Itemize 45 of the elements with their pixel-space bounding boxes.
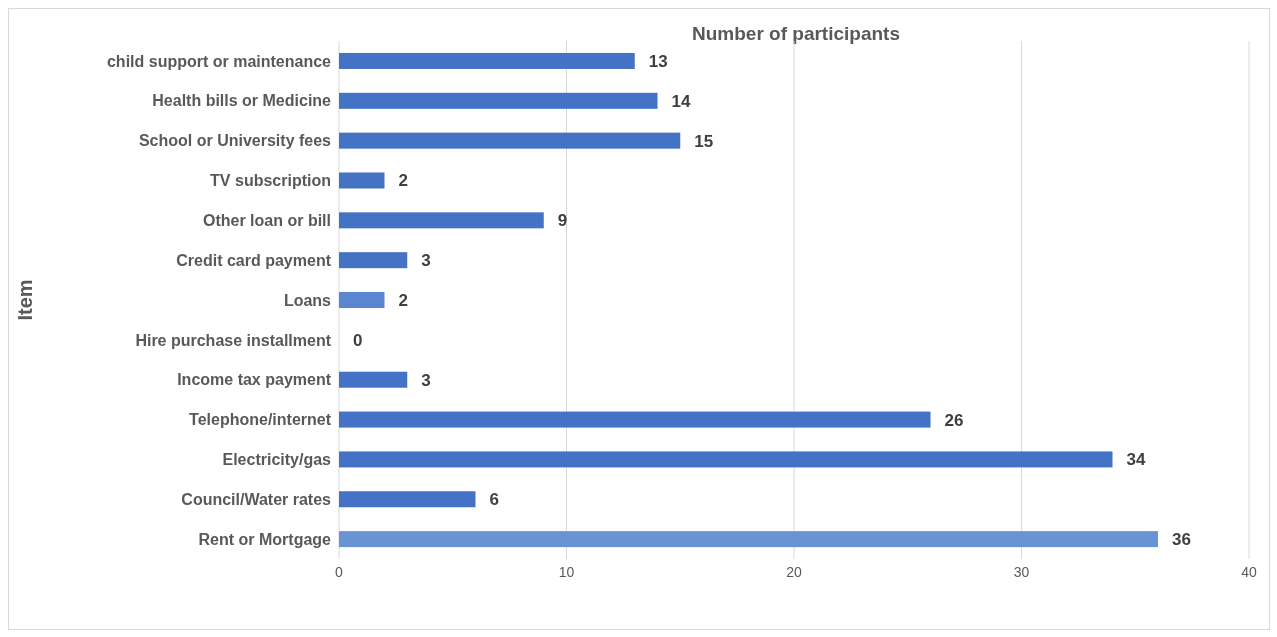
bar bbox=[339, 292, 385, 309]
y-tick-label: Other loan or bill bbox=[202, 211, 331, 229]
y-tick-label: Electricity/gas bbox=[222, 451, 332, 469]
y-tick-label: Telephone/internet bbox=[189, 411, 332, 429]
y-tick-label: Credit card payment bbox=[176, 251, 332, 269]
data-label: 3 bbox=[421, 251, 431, 271]
bar bbox=[339, 52, 635, 69]
y-tick-label: Hire purchase installment bbox=[135, 331, 332, 349]
y-tick-label: Health bills or Medicine bbox=[152, 92, 332, 110]
data-label: 36 bbox=[1172, 530, 1191, 550]
y-tick-label: child support or maintenance bbox=[106, 52, 332, 70]
data-label: 2 bbox=[398, 290, 408, 310]
x-axis-title: Number of participants bbox=[691, 23, 901, 45]
x-tick-label: 30 bbox=[1013, 563, 1030, 580]
x-tick-label: 10 bbox=[558, 563, 575, 580]
data-label: 34 bbox=[1126, 450, 1146, 470]
bar bbox=[339, 132, 681, 149]
data-label: 6 bbox=[489, 490, 499, 510]
bar bbox=[339, 451, 1113, 468]
data-label: 2 bbox=[398, 171, 408, 191]
y-tick-label: TV subscription bbox=[210, 172, 331, 190]
y-axis-title: Item bbox=[14, 279, 37, 321]
data-label: 14 bbox=[671, 91, 691, 111]
y-tick-label: Loans bbox=[283, 291, 332, 309]
data-label: 26 bbox=[944, 410, 964, 430]
bar bbox=[339, 212, 544, 229]
bar bbox=[339, 411, 931, 428]
y-tick-label: School or University fees bbox=[138, 132, 332, 150]
bar bbox=[339, 172, 385, 189]
bar bbox=[339, 92, 658, 109]
data-label: 3 bbox=[421, 370, 431, 390]
data-label: 13 bbox=[648, 51, 668, 71]
bar bbox=[339, 531, 1158, 548]
x-tick-label: 0 bbox=[335, 563, 344, 580]
bar bbox=[339, 491, 476, 508]
bar bbox=[339, 371, 408, 388]
data-label: 0 bbox=[353, 330, 363, 350]
data-label: 9 bbox=[557, 211, 568, 231]
x-tick-label: 20 bbox=[786, 563, 802, 580]
data-label: 15 bbox=[694, 131, 714, 151]
x-tick-label: 40 bbox=[1241, 563, 1257, 580]
y-tick-label: Council/Water rates bbox=[181, 490, 332, 508]
y-tick-label: Rent or Mortgage bbox=[198, 530, 332, 548]
y-tick-label: Income tax payment bbox=[177, 371, 332, 389]
bar bbox=[339, 252, 408, 269]
